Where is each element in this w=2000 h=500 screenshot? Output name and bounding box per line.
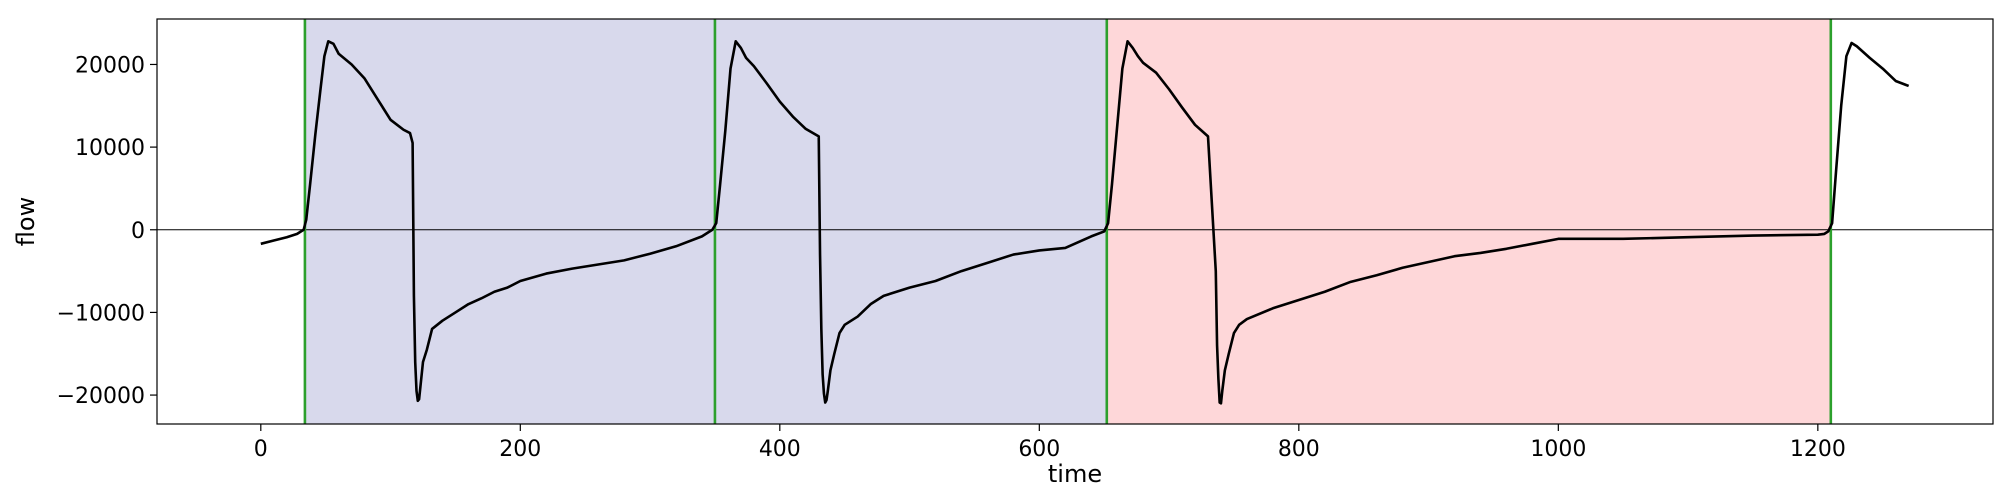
y-tick-label: 20000 bbox=[75, 53, 145, 78]
shaded-regions bbox=[304, 19, 1831, 424]
x-tick-label: 1200 bbox=[1790, 437, 1846, 462]
shaded-region-3 bbox=[1106, 19, 1831, 424]
x-tick-label: 600 bbox=[1018, 437, 1060, 462]
x-tick-label: 0 bbox=[254, 437, 268, 462]
x-axis-ticks: 0 200 400 600 800 1000 1200 bbox=[254, 424, 1846, 462]
y-tick-label: −10000 bbox=[57, 301, 145, 326]
x-tick-label: 200 bbox=[499, 437, 541, 462]
shaded-region-1 bbox=[304, 19, 715, 424]
shaded-region-2 bbox=[714, 19, 1107, 424]
x-tick-label: 800 bbox=[1278, 437, 1320, 462]
x-axis-label: time bbox=[1048, 460, 1102, 488]
y-tick-label: 10000 bbox=[75, 136, 145, 161]
y-tick-label: −20000 bbox=[57, 384, 145, 409]
plot-area-frame bbox=[156, 18, 1994, 425]
y-tick-label: 0 bbox=[131, 219, 145, 244]
x-tick-label: 1000 bbox=[1530, 437, 1586, 462]
x-tick-label: 400 bbox=[759, 437, 801, 462]
flow-series-line bbox=[260, 40, 1910, 405]
y-axis-ticks: −20000 −10000 0 10000 20000 bbox=[57, 53, 157, 409]
y-axis-label: flow bbox=[12, 197, 40, 246]
